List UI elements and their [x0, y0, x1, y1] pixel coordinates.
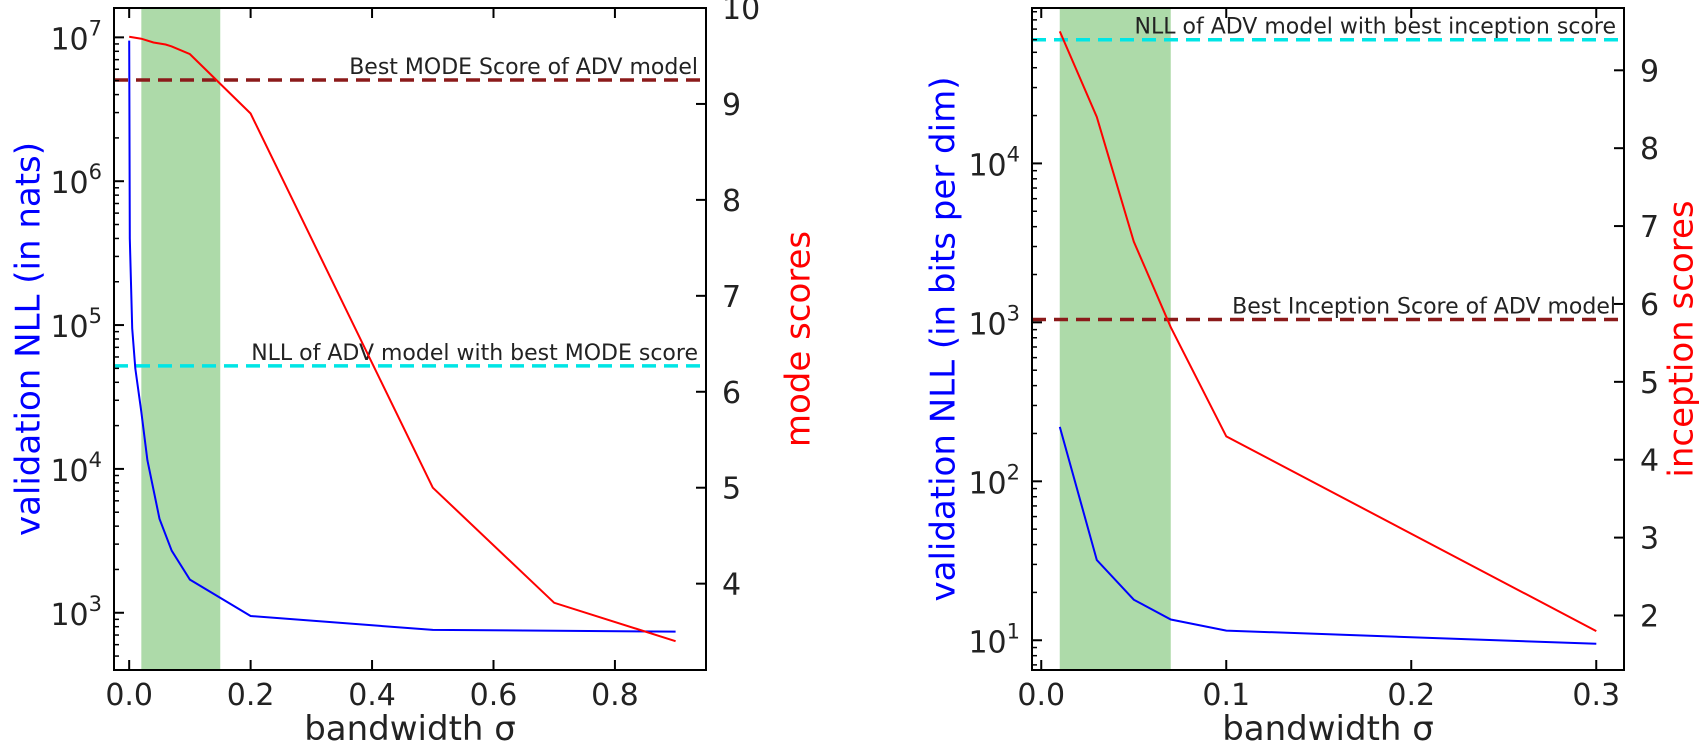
- chart1-right-axis-label: mode scores: [779, 231, 819, 447]
- tick-exponent: 1: [1007, 619, 1020, 643]
- chart1-x-tick-label: 0.2: [227, 678, 275, 713]
- chart1-right-tick-label: 4: [722, 568, 741, 603]
- chart2-right-axis-label: inception scores: [1662, 200, 1699, 477]
- tick-base: 10: [50, 166, 88, 201]
- tick-base: 10: [50, 454, 88, 489]
- tick-base: 10: [968, 307, 1006, 342]
- chart1-right-tick-label: 6: [722, 376, 741, 411]
- chart1-left-tick-label: 106: [50, 160, 102, 201]
- chart1-left-tick-label: 103: [50, 592, 102, 633]
- tick-base: 10: [968, 625, 1006, 660]
- chart2-right-tick-label: 5: [1640, 366, 1659, 401]
- chart1-right-tick-label: 7: [722, 280, 741, 315]
- chart2-left-tick-label: 104: [968, 142, 1020, 183]
- chart1-reference-label-2: Best MODE Score of ADV model: [349, 55, 698, 80]
- tick-base: 10: [968, 466, 1006, 501]
- tick-exponent: 5: [89, 304, 102, 328]
- chart2-left-axis-label: validation NLL (in bits per dim): [924, 77, 964, 602]
- chart2-left-tick-label: 103: [968, 301, 1020, 342]
- chart1-right-tick-label: 10: [722, 0, 760, 27]
- chart2-series-2-line: [1058, 31, 1597, 632]
- tick-exponent: 6: [89, 160, 102, 184]
- chart1-group: NLL of ADV model with best MODE score Bes…: [9, 0, 819, 749]
- chart1-x-tick-label: 0.6: [470, 678, 518, 713]
- chart2-right-tick-label: 7: [1640, 210, 1659, 245]
- chart1-reference-label-1: NLL of ADV model with best MODE score: [251, 341, 698, 366]
- chart2-plot-frame: [1031, 7, 1625, 671]
- chart1-x-tick-label: 0.0: [105, 678, 153, 713]
- chart2-right-tick-label: 9: [1640, 54, 1659, 89]
- chart2-reference-label-1: NLL of ADV model with best inception sco…: [1135, 15, 1616, 40]
- chart1-x-axis-label: bandwidth σ: [304, 709, 516, 749]
- chart1-left-axis-label: validation NLL (in nats): [9, 142, 49, 536]
- chart2-series-1-line: [1058, 426, 1597, 645]
- chart2-right-tick-label: 2: [1640, 599, 1659, 634]
- chart1-x-tick-label: 0.8: [591, 678, 639, 713]
- chart1-left-tick-label: 105: [50, 304, 102, 345]
- chart2-group: NLL of ADV model with best inception sco…: [924, 7, 1699, 749]
- chart1-right-tick-label: 5: [722, 472, 741, 507]
- chart1-series-1-line: [128, 40, 676, 633]
- tick-exponent: 4: [1007, 142, 1020, 166]
- tick-exponent: 4: [89, 448, 102, 472]
- chart2-x-tick-label: 0.3: [1572, 678, 1620, 713]
- tick-base: 10: [50, 598, 88, 633]
- chart2-x-axis-label: bandwidth σ: [1222, 709, 1434, 749]
- chart2-shaded-region: [1059, 8, 1171, 670]
- chart2-x-tick-label: 0.1: [1202, 678, 1250, 713]
- tick-exponent: 3: [1007, 301, 1020, 325]
- chart1-right-tick-label: 9: [722, 88, 741, 123]
- chart2-x-tick-label: 0.2: [1387, 678, 1435, 713]
- chart2-left-tick-label: 101: [968, 619, 1020, 660]
- chart1-right-tick-label: 8: [722, 184, 741, 219]
- chart1-left-tick-label: 107: [50, 16, 102, 57]
- chart1-x-tick-label: 0.4: [348, 678, 396, 713]
- tick-base: 10: [968, 148, 1006, 183]
- tick-base: 10: [50, 310, 88, 345]
- chart1-shaded-region: [141, 8, 221, 670]
- tick-exponent: 7: [89, 16, 102, 40]
- chart2-reference-label-2: Best Inception Score of ADV model: [1232, 295, 1616, 320]
- chart2-right-tick-label: 6: [1640, 288, 1659, 323]
- tick-exponent: 3: [89, 592, 102, 616]
- chart1-series-2-line: [129, 35, 676, 643]
- tick-exponent: 2: [1007, 460, 1020, 484]
- chart2-right-tick-label: 8: [1640, 132, 1659, 167]
- chart2-left-tick-label: 102: [968, 460, 1020, 501]
- chart2-right-tick-label: 4: [1640, 444, 1659, 479]
- tick-base: 10: [50, 22, 88, 57]
- chart1-left-tick-label: 104: [50, 448, 102, 489]
- chart2-right-tick-label: 3: [1640, 522, 1659, 557]
- chart2-x-tick-label: 0.0: [1017, 678, 1065, 713]
